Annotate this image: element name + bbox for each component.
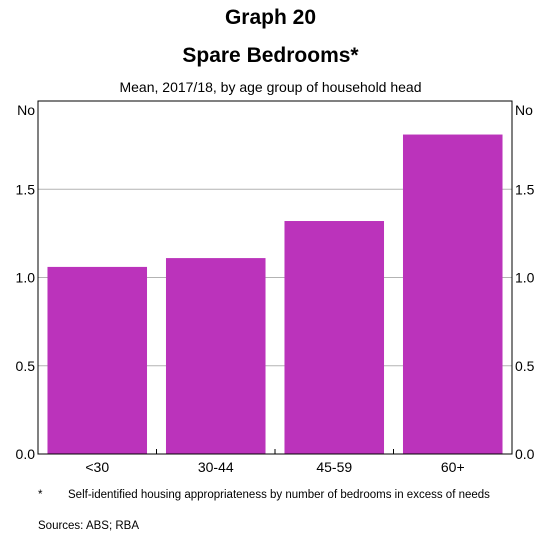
graph-number: Graph 20 — [224, 6, 317, 29]
bar-1 — [47, 266, 148, 454]
y-tick-label-left: 1.5 — [16, 181, 36, 197]
y-tick-label-right: 1.0 — [515, 270, 535, 286]
x-tick-label: 60+ — [441, 459, 465, 475]
x-tick-label: 45-59 — [316, 459, 352, 475]
bars — [47, 134, 503, 454]
y-unit-label-left: No — [17, 102, 35, 118]
x-tick-label: 30-44 — [198, 459, 234, 475]
y-tick-label-right: 0.5 — [515, 358, 535, 374]
axis-labels: 0.0 0.0 0.5 0.5 1.0 1.0 1.5 1.5 No No <30 30-44 45-5… — [16, 102, 535, 475]
sources: Sources: ABS; RBA — [38, 520, 139, 532]
bar-2 — [165, 258, 266, 454]
y-tick-label-left: 0.0 — [16, 446, 36, 462]
bar-3 — [284, 221, 385, 454]
chart-subtitle: Mean, 2017/18, by age group of household… — [119, 79, 422, 95]
axis-ticks — [156, 449, 394, 454]
y-tick-label-left: 0.5 — [16, 358, 36, 374]
y-tick-label-right: 0.0 — [515, 446, 535, 462]
y-tick-label-left: 1.0 — [16, 270, 36, 286]
footnote-text: Self-identified housing appropriateness … — [68, 489, 490, 501]
bar-4 — [402, 134, 503, 454]
chart-title: Spare Bedrooms* — [182, 44, 359, 67]
y-tick-label-right: 1.5 — [515, 181, 535, 197]
x-tick-label: <30 — [85, 459, 109, 475]
y-unit-label-right: No — [515, 102, 533, 118]
footnote-marker: * — [38, 489, 43, 501]
